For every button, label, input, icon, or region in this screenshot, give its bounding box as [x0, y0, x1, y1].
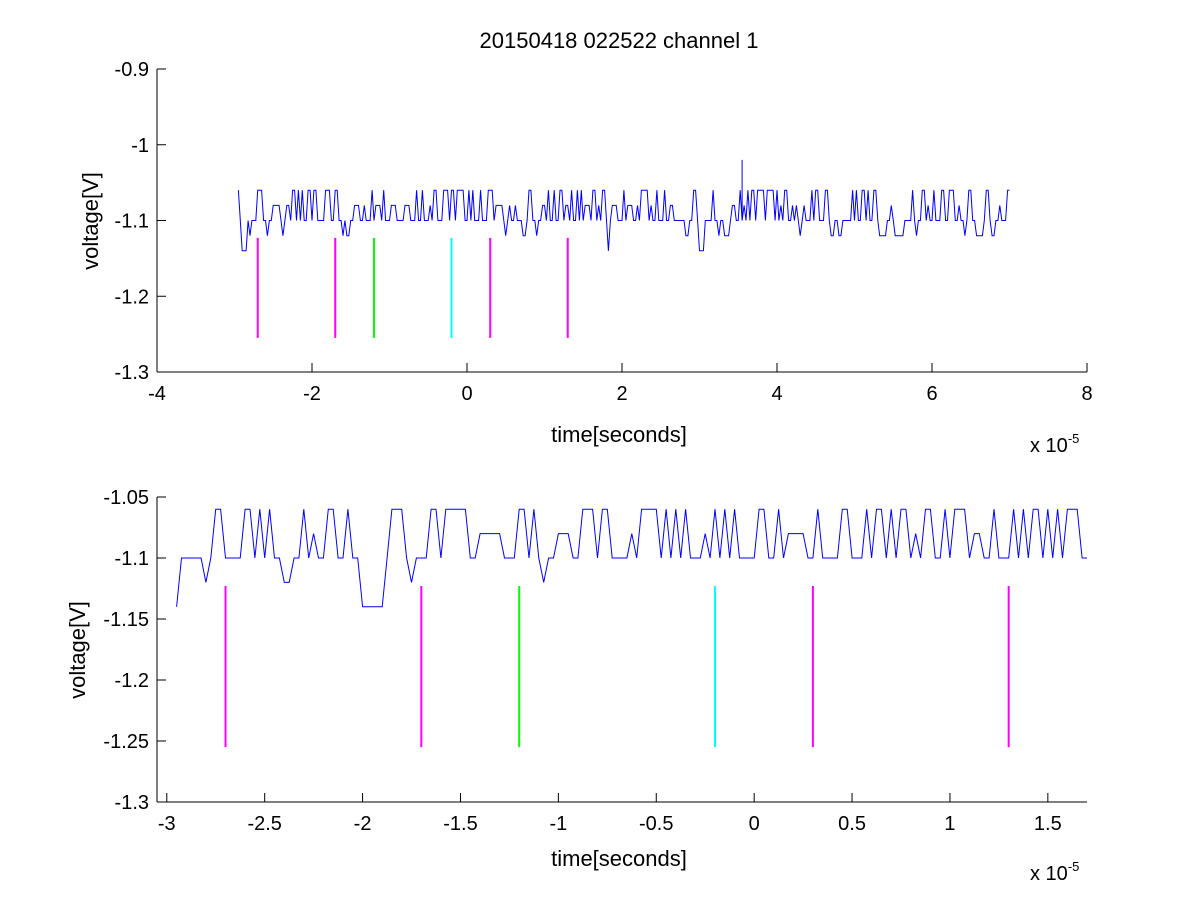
bottom-y-tick-label: -1.1 — [115, 548, 149, 570]
bottom-y-tick-label: -1.25 — [103, 731, 149, 753]
top-signal-line — [237, 159, 1010, 252]
bottom-y-tick-label: -1.3 — [115, 792, 149, 814]
bottom-x-tick-label: -3 — [158, 813, 176, 835]
bottom-y-tick-label: -1.2 — [115, 670, 149, 692]
bottom-x-tick-label: 0.5 — [838, 813, 866, 835]
bottom-y-tick-label: -1.05 — [103, 487, 149, 509]
top-axes: -4 -2 0 2 4 6 8 -1.3 -1.2 -1.1 -1 -0.9 — [115, 59, 1093, 405]
bottom-y-axis-label: voltage[V] — [65, 601, 90, 699]
top-x-multiplier: x 10-5 — [1030, 431, 1079, 457]
top-y-tick-label: -1.2 — [115, 286, 149, 308]
bottom-signal-layer — [176, 508, 1087, 608]
bottom-x-tick-label: -0.5 — [639, 813, 673, 835]
top-x-multiplier-exponent: -5 — [1068, 431, 1080, 446]
top-x-axis-label: time[seconds] — [551, 422, 687, 447]
bottom-x-tick-label: 1 — [944, 813, 955, 835]
top-x-tick-label: 6 — [926, 383, 937, 405]
top-y-tick-label: -1 — [131, 135, 149, 157]
top-marker-layer — [256, 237, 569, 338]
bottom-x-tick-label: -1 — [549, 813, 567, 835]
bottom-x-tick-label: -2 — [354, 813, 372, 835]
bottom-x-multiplier-exponent: -5 — [1068, 859, 1080, 874]
bottom-x-axis-label: time[seconds] — [551, 846, 687, 871]
bottom-x-tick-label: -2.5 — [247, 813, 281, 835]
top-y-tick-label: -1.3 — [115, 362, 149, 384]
top-y-axis-label: voltage[V] — [78, 172, 103, 270]
bottom-x-tick-label: 1.5 — [1034, 813, 1062, 835]
bottom-x-tick-label: -1.5 — [443, 813, 477, 835]
top-x-tick-label: 4 — [771, 383, 782, 405]
top-x-tick-label: 2 — [616, 383, 627, 405]
bottom-axes: -3 -2.5 -2 -1.5 -1 -0.5 0 0.5 1 1.5 -1.3 -1.25 -1.2 -… — [103, 487, 1087, 835]
top-x-tick-label: -2 — [303, 383, 321, 405]
top-x-multiplier-base: x 10 — [1030, 435, 1068, 457]
bottom-y-tick-label: -1.15 — [103, 609, 149, 631]
top-x-tick-label: -4 — [148, 383, 166, 405]
bottom-x-tick-label: 0 — [749, 813, 760, 835]
top-y-tick-label: -0.9 — [115, 59, 149, 81]
bottom-x-multiplier-base: x 10 — [1030, 863, 1068, 885]
top-x-tick-label: 0 — [461, 383, 472, 405]
bottom-marker-layer — [224, 586, 1010, 748]
bottom-signal-line — [176, 508, 1087, 608]
bottom-x-multiplier: x 10-5 — [1030, 859, 1079, 885]
top-signal-layer — [237, 159, 1010, 252]
figure-title: 20150418 022522 channel 1 — [480, 28, 759, 53]
top-y-tick-label: -1.1 — [115, 211, 149, 233]
top-x-tick-label: 8 — [1081, 383, 1092, 405]
bottom-plot: -3 -2.5 -2 -1.5 -1 -0.5 0 0.5 1 1.5 -1.3 -1.25 -1.2 -… — [65, 487, 1087, 885]
top-plot: -4 -2 0 2 4 6 8 -1.3 -1.2 -1.1 -1 -0.9 time[seconds… — [78, 59, 1093, 457]
